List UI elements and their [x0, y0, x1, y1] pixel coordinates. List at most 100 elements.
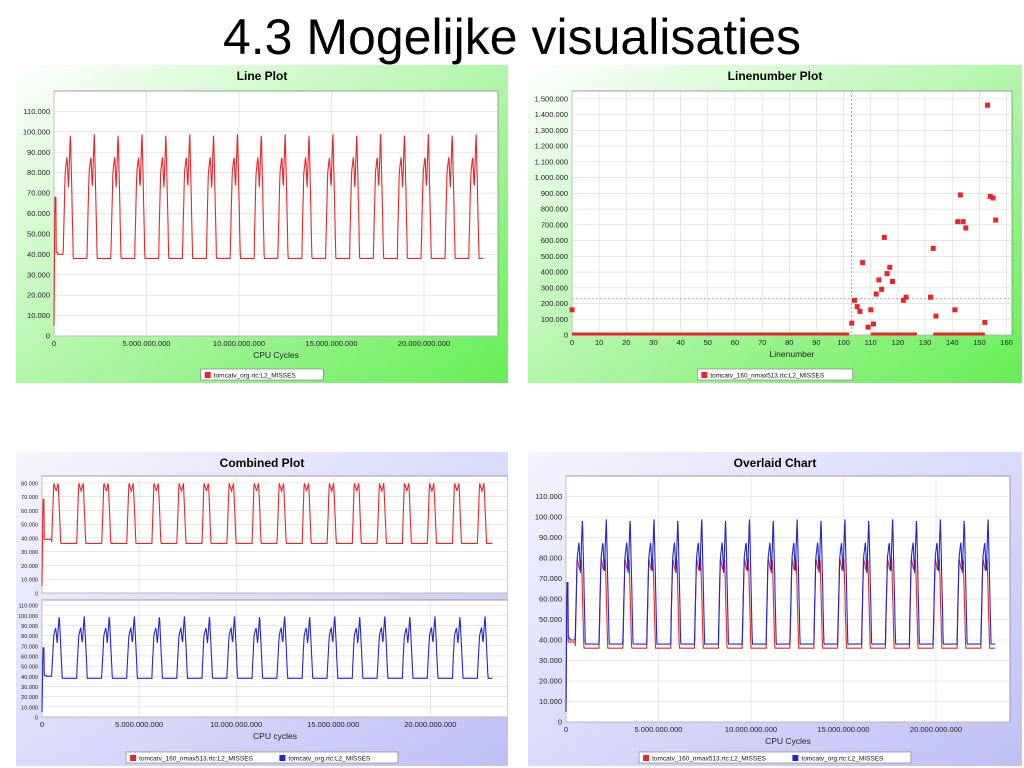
y-tick-label: 800.000 — [541, 205, 568, 214]
x-tick-label: 15.000.000.000 — [305, 339, 357, 348]
series-line-0 — [41, 482, 493, 587]
y-tick-label: 600.000 — [541, 236, 568, 245]
y-tick-label: 1.300.000 — [535, 126, 568, 135]
x-tick-label: 20.000.000.000 — [398, 339, 450, 348]
scatter-point — [870, 321, 876, 327]
scatter-point — [879, 286, 885, 292]
y-tick-label: 700.000 — [541, 220, 568, 229]
scatter-point — [881, 234, 887, 240]
y-tick-label: 80.000 — [539, 554, 562, 563]
legend-swatch-0 — [130, 755, 137, 761]
scatter-point — [993, 217, 999, 223]
scatter-point — [957, 192, 963, 198]
series-line-0 — [53, 134, 484, 326]
y-tick-label: 60.000 — [539, 595, 562, 604]
chart-title: Combined Plot — [220, 456, 305, 470]
scatter-point — [952, 307, 958, 313]
scatter-point — [990, 195, 996, 201]
scatter-point — [982, 319, 988, 325]
y-tick-label: 40.000 — [539, 636, 562, 645]
y-tick-label: 30.000 — [21, 550, 38, 556]
scatter-point — [928, 294, 934, 300]
y-tick-label: 20.000 — [21, 695, 38, 701]
y-tick-label: 60.000 — [21, 509, 38, 515]
x-tick-label: 15.000.000.000 — [307, 720, 359, 729]
baseline-points — [572, 332, 850, 336]
legend-label-0: tomcatv_org.rtc:L2_MISSES — [214, 373, 297, 380]
combined-plot-chart: Combined Plot 0 10.000 20.000 30.000 40.000 50… — [16, 452, 508, 766]
scatter-point — [930, 245, 936, 251]
x-tick-label: 15.000.000.000 — [817, 725, 869, 734]
y-tick-label: 0 — [564, 331, 568, 340]
x-tick-label: 130 — [919, 338, 932, 347]
x-tick-label: 20 — [622, 338, 630, 347]
x-tick-label: 10 — [595, 338, 603, 347]
plot-area — [571, 90, 1013, 336]
legend-label-0: tomcatv_160_nmax513.rtc:L2_MISSES — [710, 373, 824, 380]
y-tick-label: 70.000 — [21, 644, 38, 650]
x-tick-label: 80 — [785, 338, 793, 347]
y-tick-label: 0 — [35, 592, 38, 598]
x-tick-label: 20.000.000.000 — [910, 725, 962, 734]
y-tick-label: 30.000 — [27, 270, 50, 279]
y-tick-label: 70.000 — [21, 495, 38, 501]
scatter-point — [569, 307, 575, 313]
y-tick-label: 1.200.000 — [535, 142, 568, 151]
legend-label-0: tomcatv_160_nmax513.rtc:L2_MISSES — [139, 756, 253, 763]
scatter-point — [933, 313, 939, 319]
x-tick-label: 20.000.000.000 — [404, 720, 456, 729]
y-tick-label: 1.100.000 — [535, 157, 568, 166]
y-tick-label: 80.000 — [27, 168, 50, 177]
legend-box — [200, 368, 324, 381]
scatter-point — [884, 271, 890, 277]
x-tick-label: 0 — [52, 339, 56, 348]
x-tick-label: 10.000.000.000 — [213, 339, 265, 348]
legend-label-1: tomcatv_org.rtc:L2_MISSES — [801, 756, 884, 763]
line-plot-chart: Line Plot 0 10.000 20.000 30.000 40.000 50.000… — [16, 65, 508, 383]
scatter-point — [849, 320, 855, 326]
y-tick-label: 0 — [46, 332, 50, 341]
baseline-points — [870, 332, 917, 336]
scatter-point — [963, 225, 969, 231]
legend-swatch-1 — [279, 755, 286, 761]
x-axis-label: Linenumber — [770, 349, 815, 359]
y-tick-label: 90.000 — [21, 624, 38, 630]
y-tick-label: 110.000 — [23, 107, 50, 116]
y-tick-label: 90.000 — [539, 533, 562, 542]
scatter-point — [873, 291, 879, 297]
legend-box — [638, 751, 912, 764]
series-line-1 — [41, 616, 493, 712]
x-tick-label: 0 — [40, 720, 44, 729]
x-tick-label: 0 — [564, 725, 568, 734]
y-tick-label: 10.000 — [21, 578, 38, 584]
y-tick-label: 20.000 — [539, 677, 562, 686]
x-tick-label: 40 — [676, 338, 684, 347]
y-tick-label: 500.000 — [541, 252, 568, 261]
y-tick-label: 60.000 — [27, 209, 50, 218]
x-tick-label: 120 — [892, 338, 905, 347]
x-tick-label: 5.000.000.000 — [115, 720, 163, 729]
y-tick-label: 50.000 — [539, 615, 562, 624]
chart-title: Line Plot — [237, 69, 288, 83]
scatter-point — [955, 219, 961, 225]
scatter-point — [903, 294, 909, 300]
line-plot-panel: Line Plot 0 10.000 20.000 30.000 40.000 50.000… — [16, 65, 508, 383]
x-tick-label: 10.000.000.000 — [725, 725, 777, 734]
x-tick-label: 5.000.000.000 — [123, 339, 171, 348]
x-tick-label: 30 — [649, 338, 657, 347]
scatter-point — [857, 308, 863, 314]
x-tick-label: 70 — [758, 338, 766, 347]
x-tick-label: 90 — [812, 338, 820, 347]
y-tick-label: 60.000 — [21, 654, 38, 660]
legend-swatch-0 — [204, 372, 211, 378]
y-tick-label: 90.000 — [27, 148, 50, 157]
scatter-point — [889, 278, 895, 284]
baseline-points — [933, 332, 985, 336]
y-tick-label: 100.000 — [23, 127, 50, 136]
x-tick-label: 110 — [865, 338, 877, 347]
y-tick-label: 50.000 — [21, 665, 38, 671]
y-tick-label: 30.000 — [539, 656, 562, 665]
scatter-point — [985, 102, 991, 108]
y-tick-label: 110.000 — [535, 492, 562, 501]
y-tick-label: 80.000 — [21, 481, 38, 487]
